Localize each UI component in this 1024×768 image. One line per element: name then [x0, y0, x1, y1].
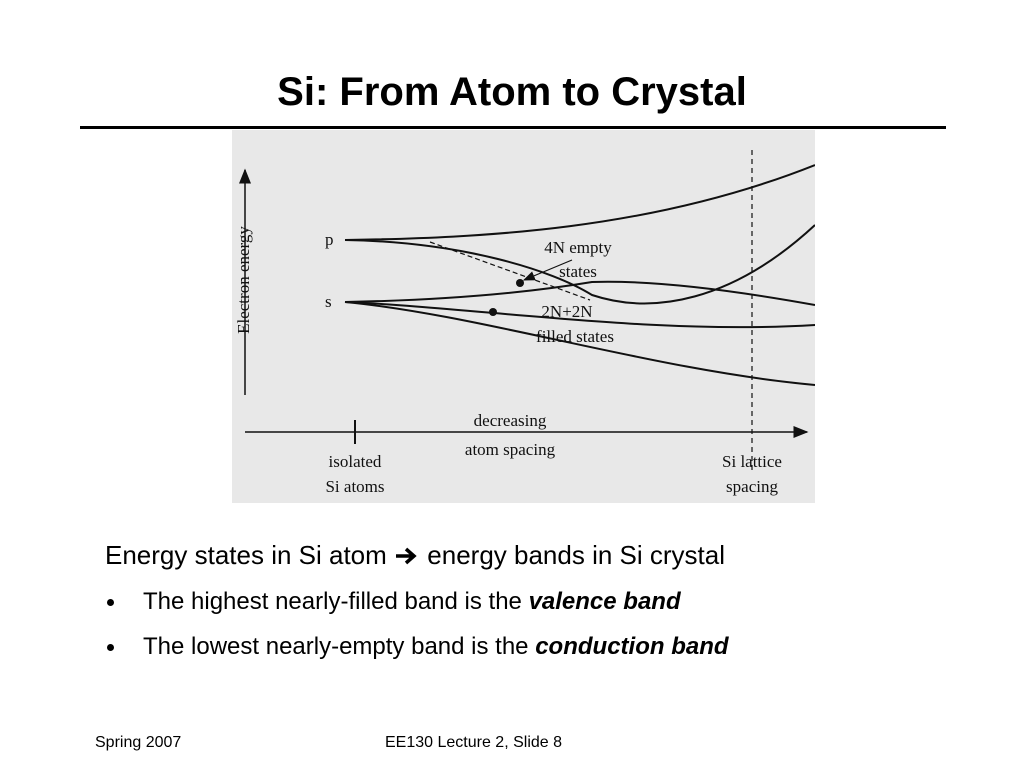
- empty-dot: [516, 279, 524, 287]
- bullet: The lowest nearly-empty band is the cond…: [143, 633, 729, 661]
- arrow-label: atom spacing: [465, 440, 556, 459]
- annotation: filled states: [536, 327, 614, 346]
- heading-line: Energy states in Si atom energy bands in…: [105, 540, 725, 571]
- arrow-icon: [396, 547, 417, 565]
- y-axis-label: Electron energy: [234, 226, 253, 334]
- bullet-dot: [107, 599, 114, 606]
- band-diagram: Electron energy p s 4N empty states 2N+2…: [232, 130, 815, 503]
- mark-label: Si lattice: [722, 452, 782, 471]
- annotation: 4N empty: [544, 238, 612, 257]
- level-label: s: [325, 292, 332, 311]
- bullet-text: The lowest nearly-empty band is the: [143, 633, 529, 660]
- annotation: states: [559, 262, 597, 281]
- level-label: p: [325, 230, 334, 249]
- title-rule: [80, 126, 946, 129]
- mark-label: Si atoms: [325, 477, 384, 496]
- mark-label: isolated: [329, 452, 382, 471]
- heading-left: Energy states in Si atom: [105, 540, 387, 570]
- bullet-emphasis: valence band: [528, 588, 681, 615]
- empty-pointer: [522, 259, 573, 281]
- bullet-emphasis: conduction band: [535, 633, 729, 660]
- bullet-dot: [107, 644, 114, 651]
- footer-center: EE130 Lecture 2, Slide 8: [385, 734, 563, 751]
- annotation: 2N+2N: [541, 302, 592, 321]
- dashed-guide: [429, 241, 591, 301]
- bullet-text: The highest nearly-filled band is the: [143, 588, 522, 615]
- bullet: The highest nearly-filled band is the va…: [143, 588, 681, 616]
- slide-title: Si: From Atom to Crystal: [277, 70, 747, 114]
- footer-left: Spring 2007: [95, 734, 182, 751]
- band-curves: [344, 164, 815, 386]
- filled-dot: [489, 308, 497, 316]
- arrow-label: decreasing: [474, 411, 547, 430]
- mark-label: spacing: [726, 477, 778, 496]
- heading-right: energy bands in Si crystal: [427, 540, 725, 570]
